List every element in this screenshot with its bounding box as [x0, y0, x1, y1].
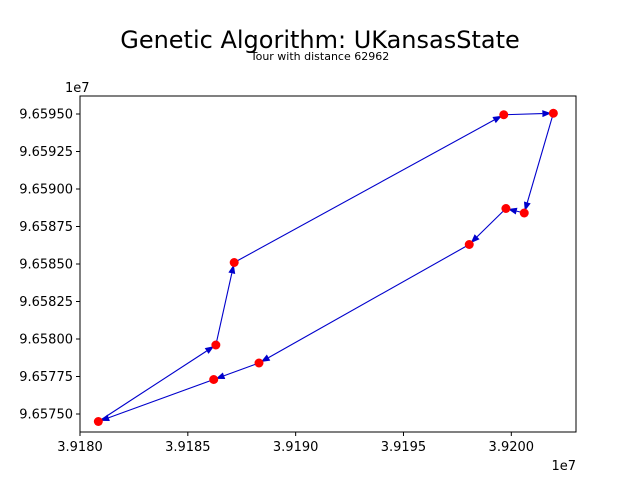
city-point	[501, 204, 511, 213]
tour-arrowhead	[492, 115, 502, 124]
y-tick-label: 9.65800	[19, 333, 73, 348]
y-tick-label: 9.65900	[19, 183, 73, 198]
city-point	[499, 110, 509, 120]
tour-arrowhead	[470, 234, 480, 244]
city-point	[229, 258, 239, 267]
tour-arrowhead	[523, 201, 531, 212]
chart-title: Genetic Algorithm: UKansasState	[120, 26, 520, 54]
city-point	[93, 417, 103, 426]
tour-arrowhead	[100, 414, 110, 422]
y-tick-label: 9.65925	[19, 145, 73, 160]
axes-frame	[79, 95, 577, 433]
y-axis: 9.65750 9.65775 9.65800 9.65825 9.65850 9.658…	[19, 108, 80, 423]
x-axis: 3.9180 3.9185 3.9190 3.9195 3.9200	[57, 432, 534, 455]
y-tick-label: 9.65950	[19, 108, 73, 123]
y-tick-label: 9.65875	[19, 220, 73, 235]
x-tick-label: 3.9180	[57, 440, 103, 455]
plot-area	[93, 108, 558, 426]
tour-arrowhead	[215, 372, 226, 380]
city-point	[464, 240, 474, 249]
x-tick-label: 3.9195	[381, 440, 427, 455]
tour-segment	[233, 119, 495, 263]
tour-arrowhead	[260, 354, 271, 363]
tour-segment	[526, 113, 554, 203]
y-tick-label: 9.65775	[19, 370, 73, 385]
tour-segment	[215, 273, 233, 346]
x-offset-label: 1e7	[551, 459, 576, 474]
tour-segment	[268, 244, 470, 359]
city-point	[254, 358, 264, 368]
tour-segment	[223, 362, 260, 377]
tour-segment	[503, 113, 543, 116]
city-point	[209, 375, 219, 384]
city-point	[211, 340, 221, 350]
y-offset-label: 1e7	[65, 81, 90, 96]
chart-subtitle: Tour with distance 62962	[250, 50, 390, 63]
x-tick-label: 3.9200	[489, 440, 535, 455]
x-tick-label: 3.9190	[273, 440, 319, 455]
y-tick-label: 9.65750	[19, 408, 73, 423]
x-tick-label: 3.9185	[165, 440, 211, 455]
city-point	[519, 208, 529, 218]
city-point	[548, 108, 558, 118]
tour-segment	[108, 378, 214, 419]
tour-segment	[476, 208, 507, 238]
tour-segment	[98, 350, 207, 422]
y-tick-label: 9.65825	[19, 295, 73, 310]
tour-arrowhead	[542, 110, 552, 118]
tour-arrowhead	[204, 346, 215, 354]
y-tick-label: 9.65850	[19, 258, 73, 273]
